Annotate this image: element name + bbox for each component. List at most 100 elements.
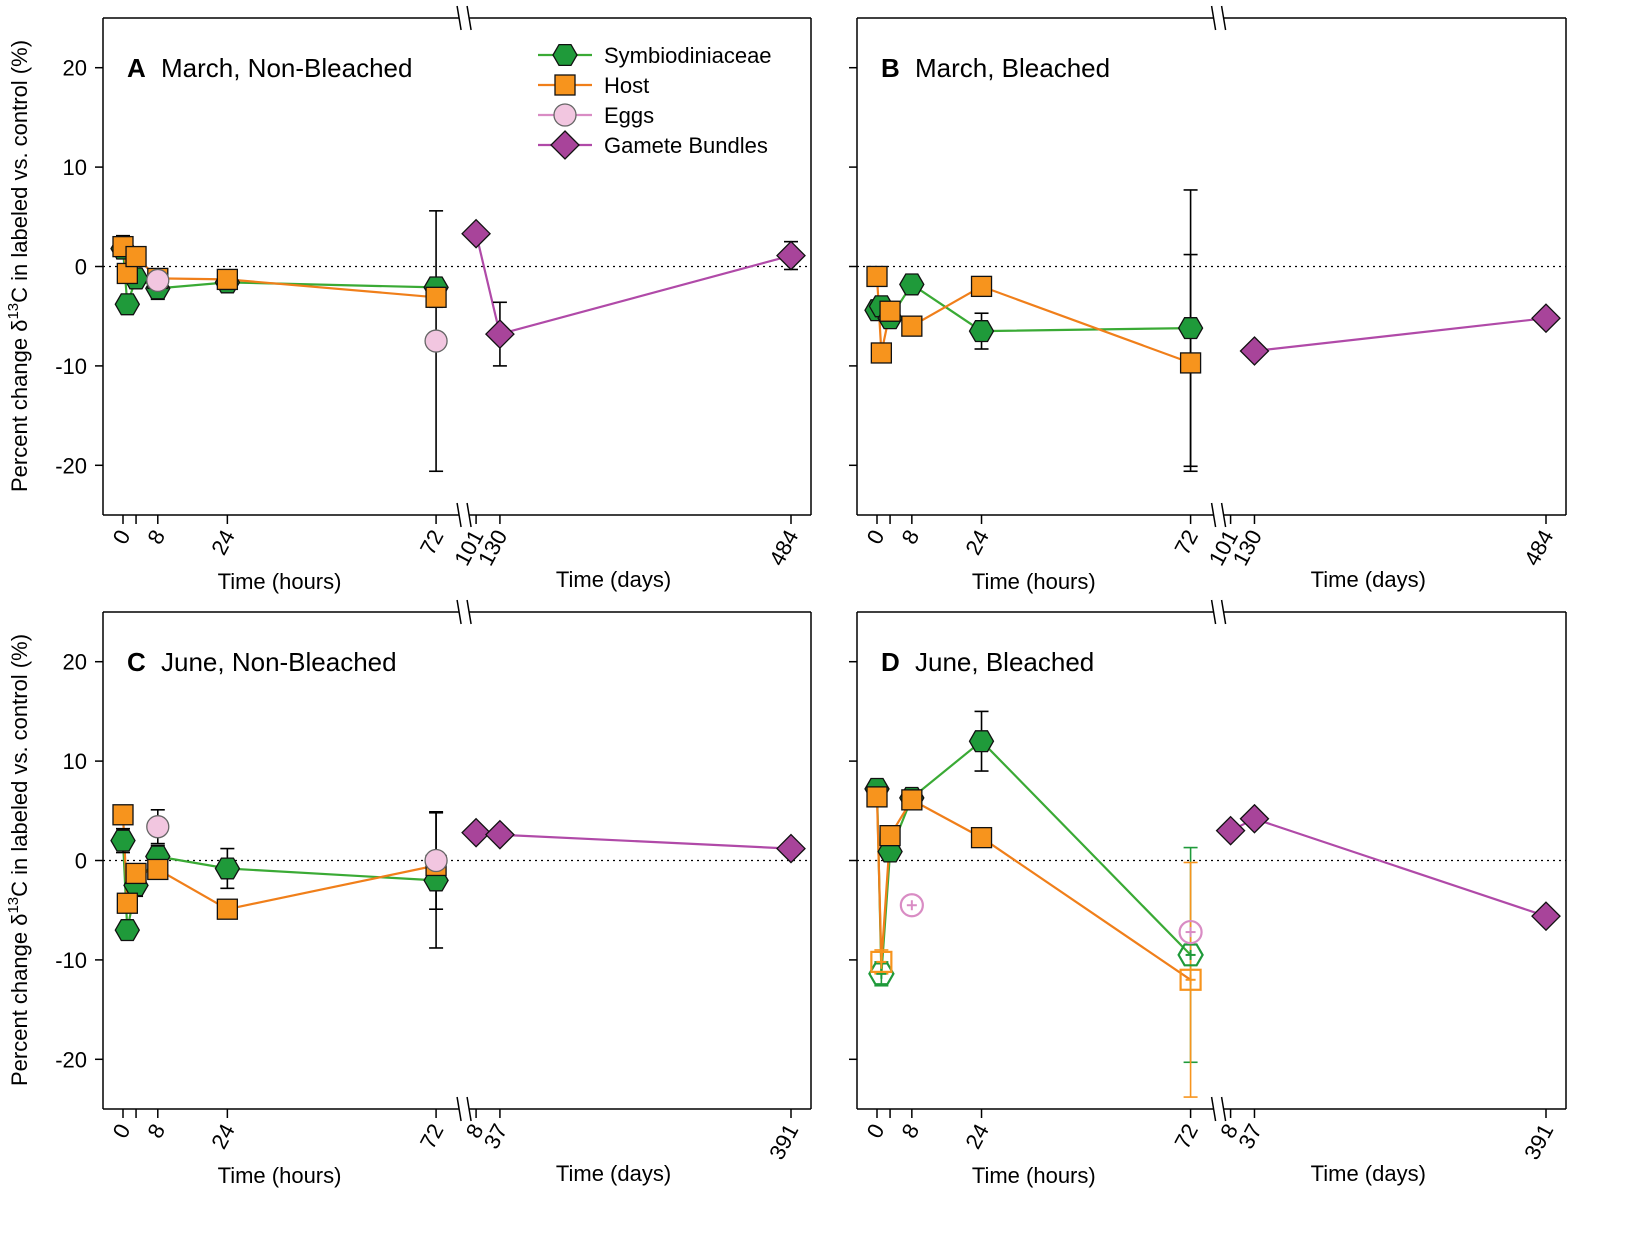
marker-host xyxy=(425,286,447,308)
y-tick-label: -20 xyxy=(55,1047,87,1072)
x-tick-label-hours: 8 xyxy=(142,1120,170,1143)
legend-marker-gamete xyxy=(550,130,580,160)
y-axis-label-bottom: Percent change δ13C in labeled vs. contr… xyxy=(5,634,32,1086)
series-line-host xyxy=(121,246,437,299)
series-line-symbio xyxy=(876,282,1191,333)
marker-symbio xyxy=(114,919,141,942)
marker-gamete xyxy=(776,240,806,271)
marker-host xyxy=(147,858,169,881)
x-axis-label-hours: Time (hours) xyxy=(972,1163,1096,1188)
marker-gamete xyxy=(1239,336,1270,366)
axis-break-mark xyxy=(466,599,472,625)
x-axis-label-days: Time (days) xyxy=(556,1161,671,1186)
y-tick-label: 10 xyxy=(63,749,87,774)
x-tick-label-hours: 24 xyxy=(960,1120,994,1153)
y-tick-label: -10 xyxy=(55,948,87,973)
marker-symbio xyxy=(899,273,925,296)
x-tick-label-days: 130 xyxy=(473,526,512,570)
x-tick-label-days: 484 xyxy=(764,526,803,570)
axis-break-mark xyxy=(1210,502,1217,528)
marker-eggs xyxy=(146,815,170,839)
x-axis-label-hours: Time (hours) xyxy=(218,1163,342,1188)
marker-eggs xyxy=(899,893,924,918)
series-line-symbio xyxy=(121,840,437,931)
x-axis-label-hours: Time (hours) xyxy=(218,569,342,594)
x-tick-label-hours: 24 xyxy=(206,526,240,559)
marker-symbio xyxy=(214,857,241,880)
x-tick-label-hours: 8 xyxy=(896,1120,924,1143)
series-line-gamete xyxy=(1230,817,1547,918)
panel-letter: B xyxy=(881,53,900,83)
marker-symbio xyxy=(110,829,136,852)
x-tick-label-hours: 72 xyxy=(1169,1120,1203,1153)
x-tick-label-hours: 72 xyxy=(415,526,449,559)
marker-host xyxy=(116,892,138,914)
x-tick-label-days: 130 xyxy=(1228,526,1267,570)
legend: Symbiodiniaceae Host Eggs Gamete Bundles xyxy=(538,43,772,160)
axis-break-mark xyxy=(1210,5,1217,31)
x-tick-label-days: 37 xyxy=(1233,1120,1267,1153)
y-axis-label-top: Percent change δ13C in labeled vs. contr… xyxy=(5,40,32,492)
series-line-host xyxy=(875,796,1192,981)
marker-host xyxy=(970,275,993,298)
x-axis-label-days: Time (days) xyxy=(556,567,671,592)
y-tick-label: 20 xyxy=(63,56,87,81)
x-axis-label-hours: Time (hours) xyxy=(972,569,1096,594)
x-tick-label-hours: 72 xyxy=(1169,526,1203,559)
axis-break-mark xyxy=(1220,599,1227,625)
x-tick-label-hours: 0 xyxy=(862,526,890,549)
panel-title: March, Bleached xyxy=(915,53,1110,83)
x-tick-label-hours: 72 xyxy=(415,1120,449,1153)
legend-label-gamete: Gamete Bundles xyxy=(604,133,768,158)
marker-host xyxy=(901,789,923,811)
marker-eggs xyxy=(146,268,170,293)
marker-symbio xyxy=(114,293,141,316)
marker-symbio xyxy=(968,730,995,753)
x-tick-label-days: 37 xyxy=(479,1120,513,1153)
marker-gamete xyxy=(1531,901,1561,932)
axis-break-mark xyxy=(1220,1096,1227,1122)
marker-host xyxy=(901,315,923,337)
marker-host xyxy=(112,804,134,826)
marker-symbio xyxy=(968,320,995,343)
marker-eggs xyxy=(424,329,448,353)
axis-break-mark xyxy=(1220,502,1227,528)
axis-break-mark xyxy=(466,5,472,31)
y-tick-label: -10 xyxy=(55,354,87,379)
panel-letter: D xyxy=(881,647,900,677)
series-line-gamete xyxy=(1254,317,1547,353)
x-tick-label-hours: 0 xyxy=(108,526,136,549)
series-line-symbio xyxy=(121,248,437,305)
panel-title: March, Non-Bleached xyxy=(161,53,412,83)
marker-host xyxy=(1179,352,1202,374)
marker-host xyxy=(125,862,147,885)
marker-gamete xyxy=(485,819,515,850)
panel-letter: C xyxy=(127,647,146,677)
marker-symbio xyxy=(1177,317,1204,340)
axis-break-mark xyxy=(1210,599,1217,625)
series-line-gamete xyxy=(476,831,792,850)
panel-letter: A xyxy=(127,53,146,83)
marker-gamete xyxy=(485,319,515,350)
x-tick-label-hours: 0 xyxy=(108,1120,136,1143)
legend-marker-symbio xyxy=(552,43,578,67)
marker-gamete xyxy=(1215,815,1246,846)
marker-host xyxy=(879,825,901,847)
y-tick-label: -20 xyxy=(55,453,87,478)
axis-break-mark xyxy=(466,1096,472,1122)
marker-host xyxy=(970,826,993,849)
axis-break-mark xyxy=(456,599,462,625)
marker-eggs xyxy=(424,848,448,873)
marker-symbio xyxy=(868,962,895,986)
legend-label-host: Host xyxy=(604,73,649,98)
y-tick-label: 20 xyxy=(63,650,87,675)
marker-host xyxy=(216,898,239,920)
y-tick-label: 0 xyxy=(75,849,87,874)
marker-gamete xyxy=(1239,803,1270,834)
axis-break-mark xyxy=(466,502,472,528)
series-line-symbio xyxy=(875,739,1192,974)
